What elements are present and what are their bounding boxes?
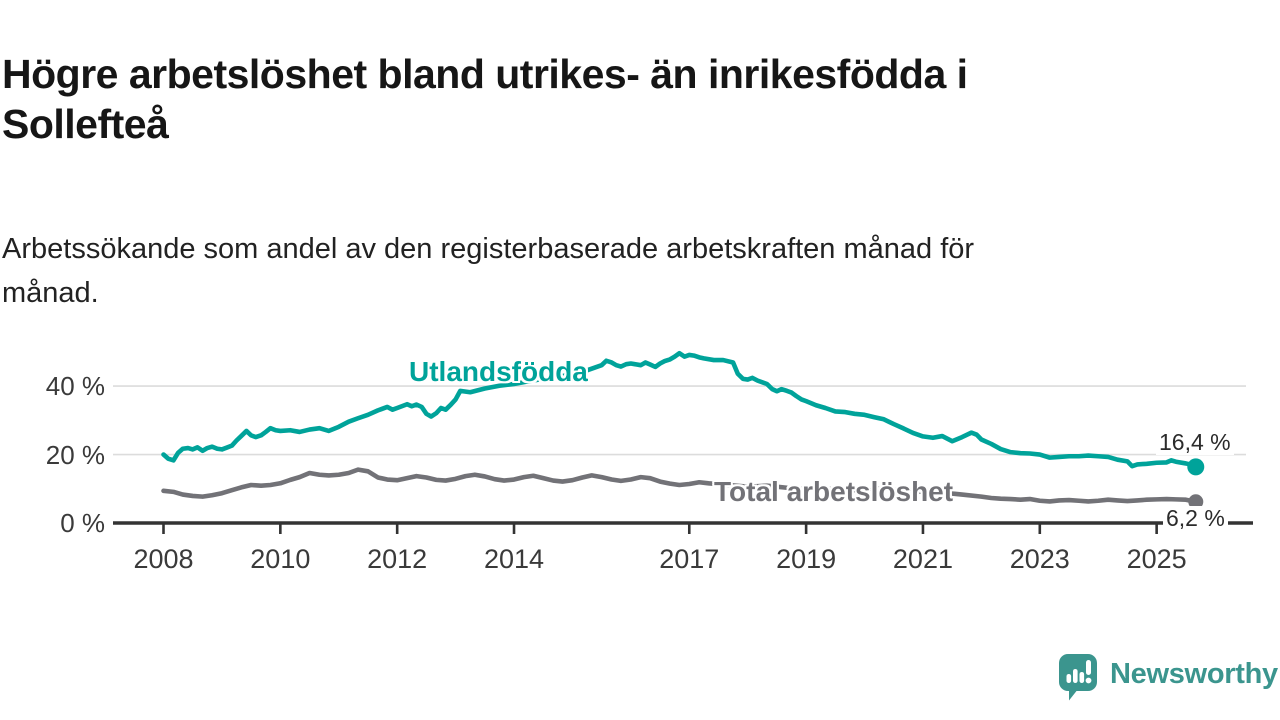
x-tick-label: 2017 [659, 544, 720, 574]
series-label-total-arbetsloshet: Total arbetslöshet [714, 476, 954, 507]
newsworthy-logo-icon [1059, 654, 1097, 701]
page-title: Högre arbetslöshet bland utrikes- än inr… [2, 51, 968, 148]
y-tick-label: 0 % [60, 508, 105, 538]
x-tick-label: 2021 [892, 544, 953, 574]
x-tick-label: 2014 [483, 544, 545, 574]
newsworthy-logo-text: Newsworthy [1110, 657, 1278, 690]
series-label-utlandsfodda: Utlandsfödda [409, 356, 588, 387]
end-dot [1187, 458, 1205, 476]
end-value-label-total: 6,2 % [1163, 506, 1228, 531]
y-tick-label: 40 % [45, 371, 105, 402]
x-tick-label: 2023 [1009, 544, 1070, 574]
line-utlandsf-dda [161, 350, 1199, 470]
series-end-dots [1187, 458, 1205, 510]
y-tick-label: 20 % [45, 439, 105, 470]
line-total-arbetsl-shet [161, 467, 1199, 505]
end-dot [1188, 494, 1204, 510]
chart-subtitle: Arbetssökande som andel av den registerb… [2, 233, 975, 309]
x-tick-label: 2010 [250, 544, 311, 574]
x-axis [113, 521, 1253, 534]
series-lines [161, 350, 1199, 505]
x-tick-label: 2019 [776, 544, 837, 574]
x-tick-label: 2008 [133, 544, 194, 574]
x-tick-label: 2012 [367, 544, 428, 574]
newsworthy-branding: Newsworthy [1058, 651, 1280, 703]
gridlines [113, 385, 1246, 456]
end-value-label-utlandsfodda: 16,4 % [1156, 430, 1234, 455]
x-tick-label: 2025 [1126, 544, 1187, 574]
